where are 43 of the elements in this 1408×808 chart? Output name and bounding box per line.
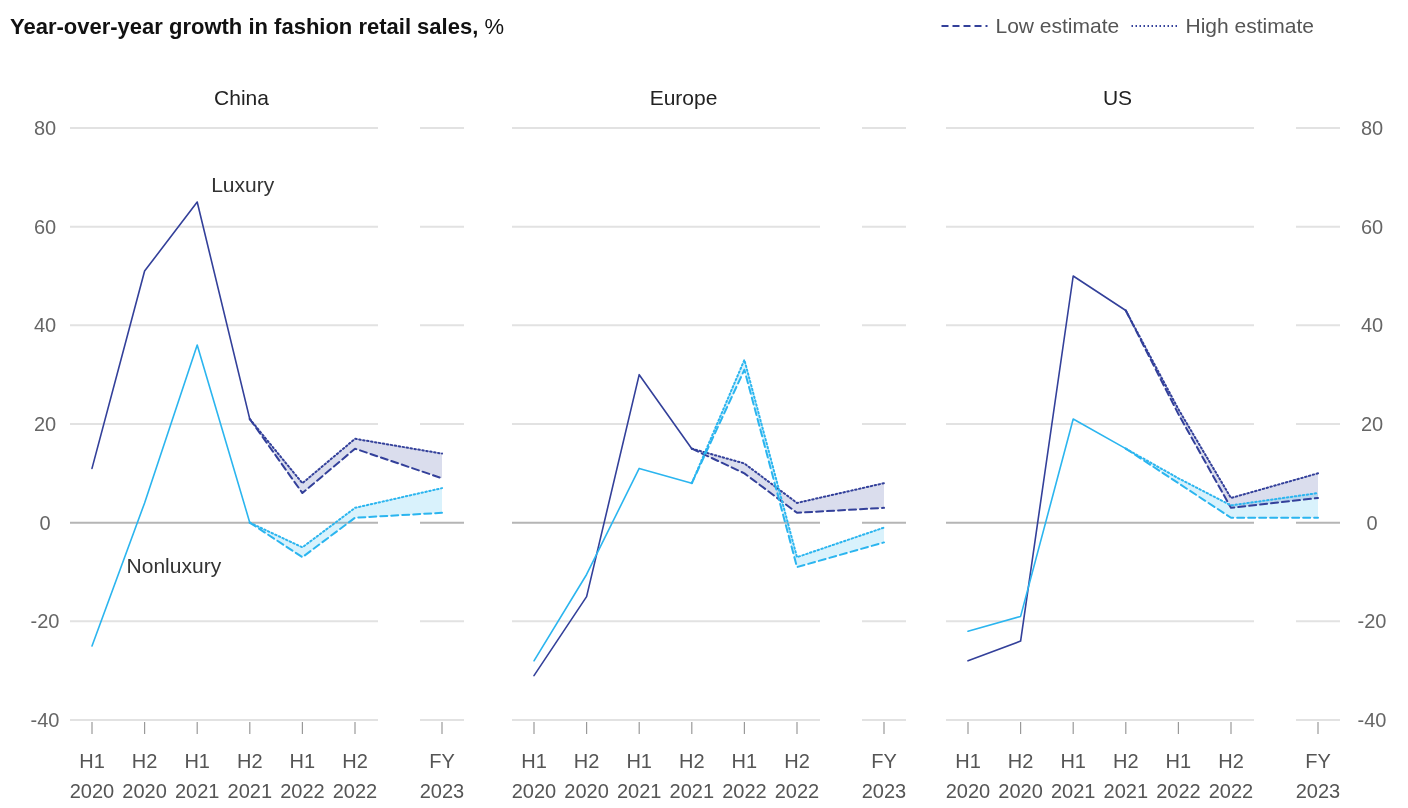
y-tick-label: 80 <box>1360 117 1384 139</box>
x-tick-label: H1 2020 <box>511 750 557 802</box>
y-tick-label: 80 <box>33 117 57 139</box>
series-label: Luxury <box>211 173 275 196</box>
text: Year-over-year growth in fashion retail sales, % <box>10 14 504 39</box>
x-tick-label: H2 2022 <box>774 750 820 802</box>
y-tick-label: 40 <box>33 314 57 337</box>
x-tick-label: H2 2022 <box>1208 750 1254 802</box>
x-tick-label: H1 2020 <box>945 750 991 802</box>
x-tick-label: H2 2020 <box>998 750 1043 802</box>
y-tick-label: -40 <box>1357 709 1387 731</box>
x-tick-label: FY 2023 <box>419 750 465 802</box>
y-tick-label: 60 <box>33 215 57 238</box>
x-tick-label: H2 2021 <box>1103 750 1149 802</box>
x-tick-label: H2 2020 <box>122 750 167 802</box>
y-tick-label: -40 <box>30 709 60 731</box>
x-tick-label: H2 2020 <box>564 750 609 802</box>
legend-label: Low estimate <box>995 14 1120 37</box>
x-tick-label: H1 2022 <box>1156 750 1201 802</box>
y-tick-label: -20 <box>30 610 60 633</box>
x-tick-label: FY 2023 <box>861 750 907 802</box>
x-tick-label: H1 2021 <box>1050 750 1096 802</box>
y-tick-label: 20 <box>33 413 57 435</box>
chart-title: US <box>1102 86 1133 109</box>
y-tick-label: -20 <box>1357 610 1387 633</box>
y-tick-label: 0 <box>39 511 51 534</box>
y-tick-label: 40 <box>1360 314 1384 337</box>
chart-title: China <box>214 86 270 109</box>
series-label: Nonluxury <box>126 553 222 577</box>
x-tick-label: H1 2021 <box>616 750 662 802</box>
x-tick-label: H2 2021 <box>669 750 715 802</box>
x-tick-label: H2 2022 <box>332 750 378 802</box>
x-tick-label: FY 2023 <box>1295 750 1341 802</box>
y-tick-label: 0 <box>1366 511 1378 534</box>
chart-title: Europe <box>649 86 718 109</box>
y-tick-label: 20 <box>1360 413 1384 435</box>
y-tick-label: 60 <box>1360 215 1384 238</box>
x-tick-label: H1 2022 <box>722 750 767 802</box>
x-tick-label: H1 2020 <box>69 750 115 802</box>
x-tick-label: H2 2021 <box>227 750 273 802</box>
x-tick-label: H1 2021 <box>174 750 220 802</box>
x-tick-label: H1 2022 <box>280 750 325 802</box>
legend-label: High estimate <box>1185 14 1314 37</box>
